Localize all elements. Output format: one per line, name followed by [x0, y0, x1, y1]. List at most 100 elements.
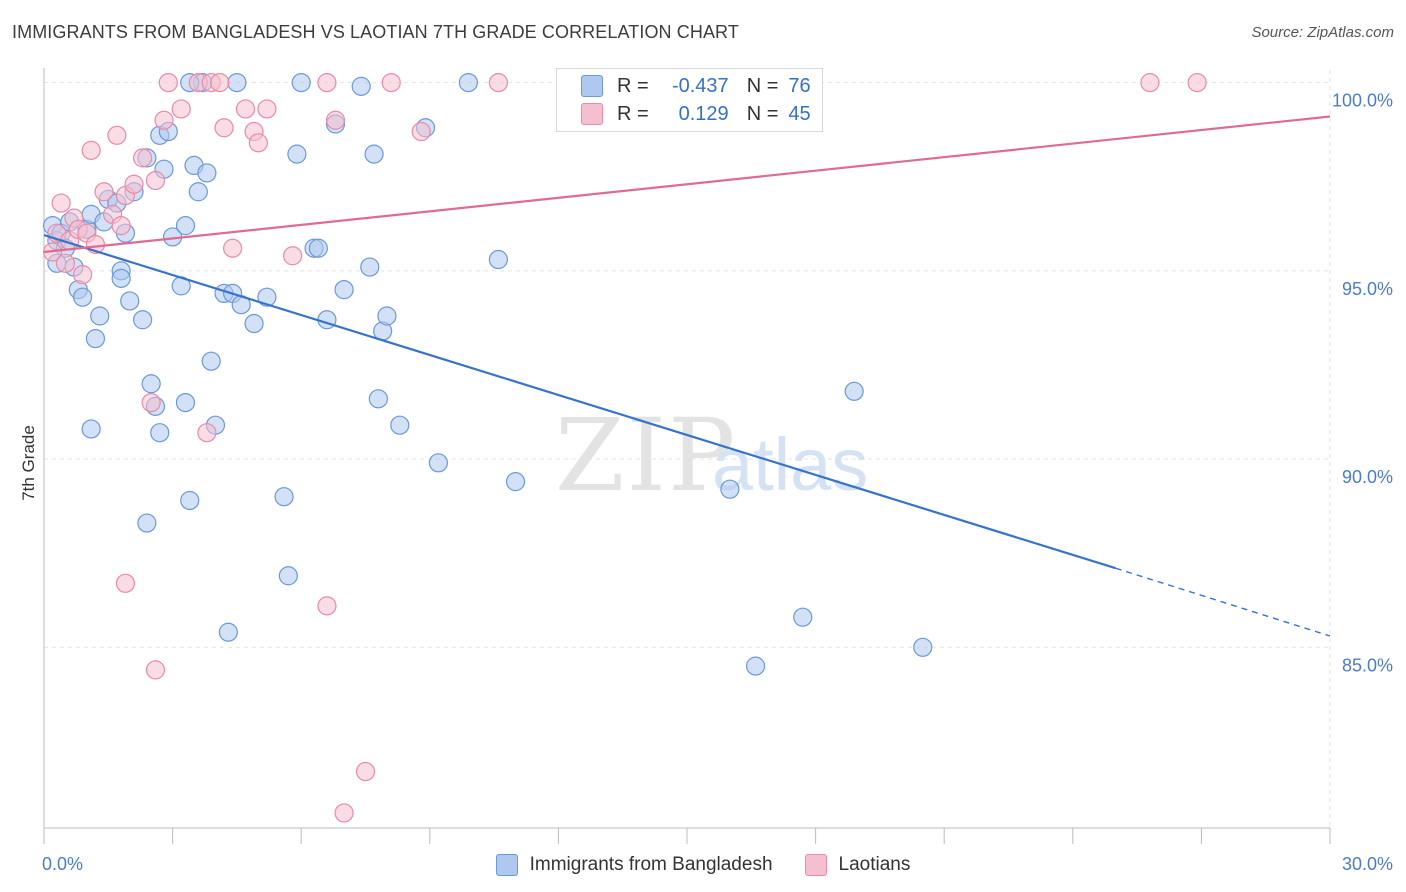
- data-point: [175, 392, 196, 413]
- data-point: [72, 264, 93, 285]
- axes: [43, 68, 1331, 844]
- data-point: [223, 238, 243, 258]
- legend-item-bangladesh: Immigrants from Bangladesh: [495, 854, 773, 876]
- legend-n-label: N =: [746, 102, 779, 125]
- y-tick-labels: 100.0% 95.0% 90.0% 85.0%: [1332, 91, 1393, 676]
- source-label: Source: ZipAtlas.com: [1251, 24, 1394, 41]
- data-point: [218, 622, 238, 642]
- chart-title: IMMIGRANTS FROM BANGLADESH VS LAOTIAN 7T…: [12, 22, 739, 42]
- data-point: [317, 596, 337, 616]
- data-point: [85, 328, 106, 349]
- data-point: [793, 607, 813, 627]
- data-point: [171, 99, 191, 119]
- data-point: [368, 389, 388, 409]
- data-point: [107, 125, 127, 145]
- data-point: [720, 479, 740, 499]
- data-point: [55, 253, 76, 273]
- x-tick-label: 0.0%: [42, 854, 83, 874]
- data-point: [745, 656, 766, 676]
- data-point: [308, 238, 328, 258]
- series-laotians-points: [42, 72, 1207, 823]
- data-point: [158, 72, 178, 93]
- data-point: [94, 182, 114, 202]
- data-point: [325, 110, 346, 130]
- data-point: [150, 423, 170, 443]
- legend-label-laotians: Laotians: [838, 854, 911, 875]
- data-point: [488, 72, 508, 93]
- data-point: [81, 419, 101, 439]
- trend-line-extension: [1115, 567, 1331, 637]
- data-point: [334, 280, 354, 300]
- legend-n-label: N =: [746, 74, 779, 97]
- legend-row-laotians: R = 0.129 N = 45: [581, 101, 811, 127]
- data-point: [377, 306, 397, 326]
- data-point: [180, 490, 200, 511]
- data-point: [1140, 72, 1160, 93]
- legend-item-laotians: Laotians: [804, 854, 911, 876]
- data-point: [428, 453, 448, 473]
- data-point: [51, 193, 71, 213]
- legend-r-value: -0.437: [671, 74, 729, 97]
- legend-swatch-pink: [804, 854, 827, 876]
- legend-swatch-blue: [581, 75, 603, 97]
- data-point: [201, 351, 221, 371]
- data-point: [257, 99, 277, 119]
- y-tick-label: 95.0%: [1342, 279, 1393, 299]
- data-point: [257, 287, 277, 307]
- data-point: [145, 660, 166, 680]
- data-point: [227, 72, 247, 93]
- watermark: ZIP atlas: [555, 397, 868, 514]
- legend-n-value: 76: [788, 74, 811, 97]
- data-point: [141, 392, 161, 413]
- x-tick-labels: 0.0% 30.0%: [42, 854, 1393, 874]
- data-point: [132, 148, 153, 168]
- data-point: [154, 110, 174, 130]
- series-bangladesh-points: [42, 72, 933, 676]
- data-point: [505, 472, 526, 492]
- data-point: [141, 374, 161, 394]
- data-point: [111, 268, 131, 288]
- data-point: [1187, 72, 1207, 93]
- data-point: [120, 291, 140, 311]
- data-point: [355, 761, 376, 782]
- data-point: [317, 72, 337, 93]
- y-tick-label: 100.0%: [1332, 91, 1393, 111]
- data-point: [274, 487, 294, 507]
- legend-row-bangladesh: R = -0.437 N = 76: [581, 73, 811, 99]
- data-point: [214, 118, 234, 138]
- data-point: [235, 99, 256, 119]
- legend-swatch-blue: [495, 854, 518, 876]
- data-point: [137, 513, 157, 533]
- data-point: [115, 573, 136, 593]
- data-point: [488, 249, 508, 270]
- data-point: [278, 566, 298, 586]
- data-point: [381, 72, 401, 93]
- data-point: [175, 216, 196, 236]
- data-point: [458, 72, 478, 93]
- data-point: [411, 121, 431, 142]
- legend-r-label: R =: [617, 102, 649, 125]
- y-axis-label: 7th Grade: [19, 425, 38, 501]
- data-point: [351, 76, 371, 96]
- data-point: [72, 287, 93, 307]
- legend-swatch-pink: [581, 103, 603, 125]
- data-point: [248, 133, 268, 153]
- data-point: [287, 144, 307, 164]
- data-point: [188, 182, 208, 202]
- data-point: [111, 216, 131, 236]
- watermark-zip: ZIP: [555, 397, 737, 514]
- y-tick-label: 90.0%: [1342, 467, 1393, 487]
- trend-lines: [43, 115, 1331, 637]
- legend-label-bangladesh: Immigrants from Bangladesh: [529, 854, 773, 875]
- data-point: [132, 310, 153, 330]
- series-legend: Immigrants from Bangladesh Laotians: [0, 852, 1406, 878]
- y-tick-label: 85.0%: [1342, 655, 1393, 675]
- data-point: [334, 803, 354, 823]
- data-point: [364, 144, 384, 164]
- data-point: [844, 381, 864, 401]
- data-point: [81, 140, 101, 160]
- data-point: [913, 637, 933, 657]
- data-point: [210, 72, 230, 93]
- trend-line: [43, 115, 1331, 254]
